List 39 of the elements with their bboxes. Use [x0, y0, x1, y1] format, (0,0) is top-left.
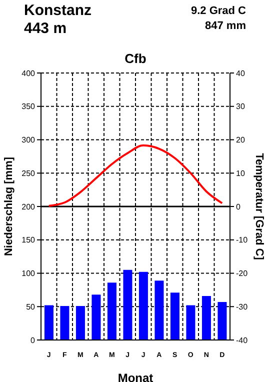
- y-tick-label: 150: [22, 236, 36, 245]
- bar: [44, 305, 54, 340]
- y2-tick-label: 40: [236, 68, 246, 78]
- y2-axis-title: Temperatur [Grad C]: [253, 153, 266, 260]
- bar: [218, 302, 227, 340]
- y2-tick-label: -30: [236, 302, 248, 312]
- y2-tick-label: 0: [236, 202, 241, 212]
- bar: [60, 306, 70, 340]
- y-tick-label: 300: [22, 136, 36, 145]
- bar: [123, 270, 132, 340]
- chart-title: Cfb: [124, 51, 148, 66]
- y-tick-label: 100: [22, 269, 36, 278]
- y-axis-title: Niederschlag [mm]: [2, 156, 15, 256]
- text: Konstanz: [24, 2, 92, 19]
- x-axis-title: Monat: [118, 371, 154, 382]
- y-tick-label: 50: [26, 302, 36, 312]
- y-tick-label: 0: [30, 336, 36, 345]
- bar: [76, 306, 85, 340]
- y2-tick-label: -10: [236, 236, 248, 245]
- bar: [138, 272, 148, 340]
- bar: [202, 296, 211, 340]
- text: 847 mm: [205, 20, 246, 32]
- y2-tick-label: 30: [236, 102, 246, 112]
- bar: [154, 280, 164, 340]
- bar: [92, 294, 101, 340]
- y2-tick-label: -40: [236, 336, 248, 345]
- y-tick-label: 400: [22, 68, 36, 78]
- y-tick-label: 250: [22, 168, 36, 178]
- y-tick-label: 200: [22, 202, 36, 212]
- y2-tick-label: -20: [236, 269, 248, 278]
- bar: [107, 282, 116, 340]
- y-tick-label: 350: [22, 102, 36, 112]
- text: 9.2 Grad C: [190, 5, 246, 17]
- y2-tick-label: 10: [236, 168, 246, 178]
- text: 443 m: [24, 20, 67, 37]
- bar: [186, 305, 196, 340]
- line-series: [48, 144, 224, 207]
- bar: [170, 292, 180, 340]
- y2-tick-label: 20: [236, 136, 246, 145]
